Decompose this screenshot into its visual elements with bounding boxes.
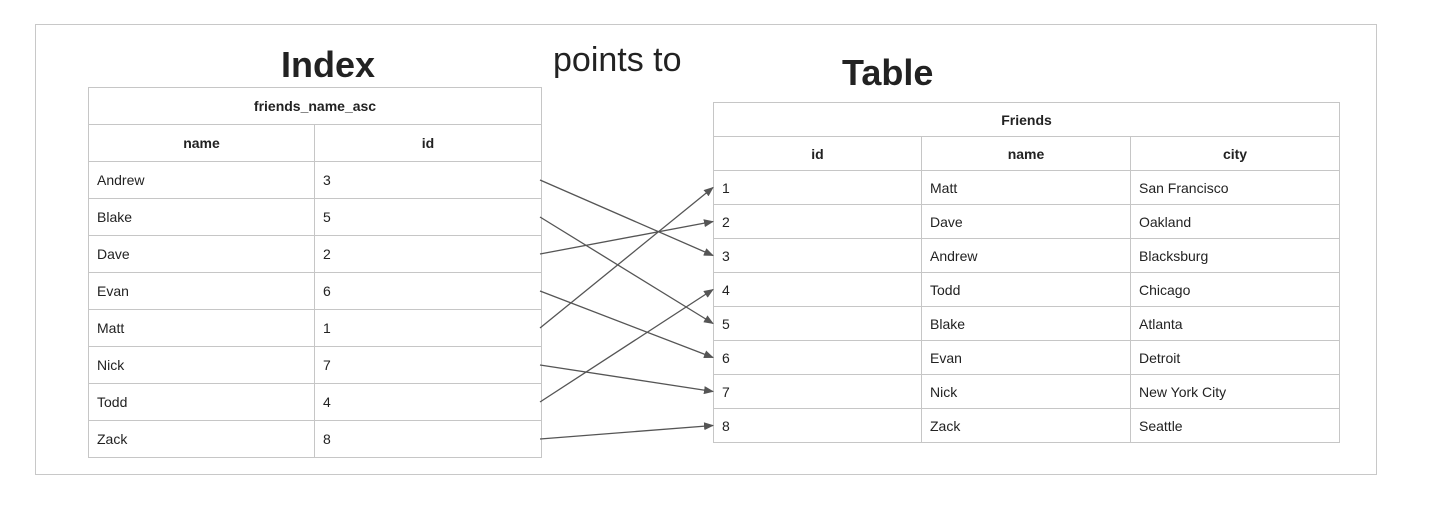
friends-cell-id: 5 — [713, 306, 922, 341]
friends-row: 2 Dave Oakland — [713, 204, 1341, 239]
friends-cell-id: 3 — [713, 238, 922, 273]
index-cell-id: 1 — [314, 309, 542, 347]
index-header-name: name — [88, 124, 315, 162]
friends-cell-name: Dave — [921, 204, 1131, 239]
index-cell-name: Todd — [88, 383, 315, 421]
friends-cell-name: Todd — [921, 272, 1131, 307]
index-row: Dave 2 — [88, 235, 542, 273]
friends-cell-city: San Francisco — [1129, 170, 1341, 205]
index-cell-name: Matt — [88, 309, 315, 347]
table-heading: Table — [842, 52, 934, 93]
index-cell-id: 3 — [314, 161, 542, 199]
friends-cell-name: Evan — [921, 340, 1131, 375]
index-title-row: friends_name_asc — [88, 87, 542, 125]
points-to-label: points to — [553, 41, 682, 79]
index-cell-name: Andrew — [88, 161, 315, 199]
index-cell-id: 6 — [314, 272, 542, 310]
index-cell-id: 4 — [314, 383, 542, 421]
friends-cell-city: Chicago — [1129, 272, 1341, 307]
friends-table: Friends id name city 1 Matt San Francisco 2… — [712, 102, 1341, 443]
friends-row: 7 Nick New York City — [713, 374, 1341, 409]
index-cell-name: Dave — [88, 235, 315, 273]
friends-header-id: id — [713, 136, 922, 171]
friends-cell-city: New York City — [1129, 374, 1341, 409]
index-row: Evan 6 — [88, 272, 542, 310]
friends-cell-id: 8 — [713, 408, 922, 443]
friends-cell-name: Andrew — [921, 238, 1131, 273]
friends-row: 6 Evan Detroit — [713, 340, 1341, 375]
friends-header-name: name — [921, 136, 1131, 171]
index-cell-name: Zack — [88, 420, 315, 458]
friends-cell-name: Blake — [921, 306, 1131, 341]
friends-cell-city: Detroit — [1129, 340, 1341, 375]
friends-row: 1 Matt San Francisco — [713, 170, 1341, 205]
index-cell-name: Nick — [88, 346, 315, 384]
index-cell-id: 8 — [314, 420, 542, 458]
friends-cell-city: Seattle — [1129, 408, 1341, 443]
friends-cell-city: Oakland — [1129, 204, 1341, 239]
index-cell-name: Evan — [88, 272, 315, 310]
index-table-body: Andrew 3 Blake 5 Dave 2 Evan 6 Matt 1 Nick 7 Todd 4 Za… — [88, 161, 542, 458]
friends-row: 3 Andrew Blacksburg — [713, 238, 1341, 273]
friends-cell-city: Atlanta — [1129, 306, 1341, 341]
friends-cell-name: Zack — [921, 408, 1131, 443]
index-header-id: id — [314, 124, 542, 162]
friends-header-city: city — [1129, 136, 1341, 171]
index-heading: Index — [281, 44, 376, 85]
friends-cell-id: 7 — [713, 374, 922, 409]
friends-cell-name: Matt — [921, 170, 1131, 205]
index-cell-name: Blake — [88, 198, 315, 236]
index-cell-id: 7 — [314, 346, 542, 384]
friends-cell-id: 4 — [713, 272, 922, 307]
diagram-frame — [35, 24, 1377, 475]
index-cell-id: 2 — [314, 235, 542, 273]
friends-cell-id: 2 — [713, 204, 922, 239]
friends-header-row: id name city — [713, 136, 1341, 171]
friends-table-body: 1 Matt San Francisco 2 Dave Oakland 3 Andrew Bla… — [713, 170, 1341, 443]
index-table: friends_name_asc name id Andrew 3 Blake 5 Da… — [88, 87, 542, 458]
index-row: Nick 7 — [88, 346, 542, 384]
friends-title-row: Friends — [712, 102, 1341, 137]
friends-table-title: Friends — [712, 102, 1341, 137]
index-cell-id: 5 — [314, 198, 542, 236]
index-header-row: name id — [88, 124, 542, 162]
index-row: Andrew 3 — [88, 161, 542, 199]
index-row: Blake 5 — [88, 198, 542, 236]
index-row: Todd 4 — [88, 383, 542, 421]
index-row: Zack 8 — [88, 420, 542, 458]
index-table-title: friends_name_asc — [88, 87, 542, 125]
friends-row: 8 Zack Seattle — [713, 408, 1341, 443]
friends-cell-id: 1 — [713, 170, 922, 205]
friends-row: 4 Todd Chicago — [713, 272, 1341, 307]
friends-row: 5 Blake Atlanta — [713, 306, 1341, 341]
friends-cell-city: Blacksburg — [1129, 238, 1341, 273]
friends-cell-id: 6 — [713, 340, 922, 375]
friends-cell-name: Nick — [921, 374, 1131, 409]
index-row: Matt 1 — [88, 309, 542, 347]
